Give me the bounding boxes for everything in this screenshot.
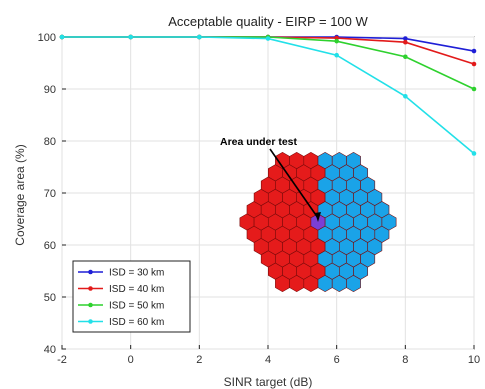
legend-swatch-marker (88, 269, 93, 275)
y-tick-label: 50 (44, 292, 56, 304)
data-point (197, 34, 202, 40)
data-point (471, 86, 477, 92)
x-tick-label: 8 (402, 354, 408, 366)
data-point (403, 93, 408, 99)
data-point (403, 39, 408, 45)
legend-label: ISD = 50 km (109, 301, 164, 312)
legend-label: ISD = 60 km (109, 317, 164, 328)
annotation-arrow (269, 148, 319, 219)
legend-label: ISD = 40 km (109, 284, 164, 295)
blue-cell (381, 213, 397, 231)
y-tick-label: 90 (44, 84, 56, 96)
annotation-arrow-head (315, 212, 321, 222)
data-point (128, 34, 133, 40)
legend-swatch-marker (88, 302, 93, 308)
data-point (334, 38, 339, 44)
x-tick-label: 6 (334, 354, 340, 366)
data-point (265, 36, 271, 41)
legend: ISD = 30 km ISD = 40 km ISD = 50 km ISD = 6… (72, 260, 191, 333)
data-point (59, 34, 65, 40)
data-point (403, 54, 408, 60)
data-point (334, 52, 339, 58)
ticks: -2 0 2 4 6 8 10 40 50 60 70 80 90 100 (38, 32, 480, 366)
x-tick-label: 4 (265, 354, 271, 366)
data-point (471, 151, 477, 156)
hex-cluster-inset (239, 148, 397, 293)
y-tick-label: 100 (38, 32, 56, 44)
data-point (471, 61, 477, 67)
x-tick-label: 0 (128, 354, 134, 366)
data-point (403, 36, 408, 41)
x-axis-label: SINR target (dB) (224, 375, 313, 389)
chart-title: Acceptable quality - EIRP = 100 W (168, 14, 368, 29)
y-tick-label: 60 (44, 240, 56, 252)
x-tick-label: 10 (468, 354, 480, 366)
legend-label: ISD = 30 km (109, 268, 164, 279)
series-group (59, 34, 477, 156)
x-tick-label: -2 (57, 354, 67, 366)
y-tick-label: 70 (44, 188, 56, 200)
legend-swatch-marker (88, 319, 93, 324)
y-axis-label: Coverage area (%) (13, 144, 27, 245)
y-tick-label: 40 (44, 344, 56, 356)
data-point (471, 48, 477, 54)
legend-swatch-marker (88, 286, 93, 291)
annotation-area-under-test: Area under test (220, 136, 298, 148)
x-tick-label: 2 (196, 354, 202, 366)
y-tick-label: 80 (44, 136, 56, 148)
